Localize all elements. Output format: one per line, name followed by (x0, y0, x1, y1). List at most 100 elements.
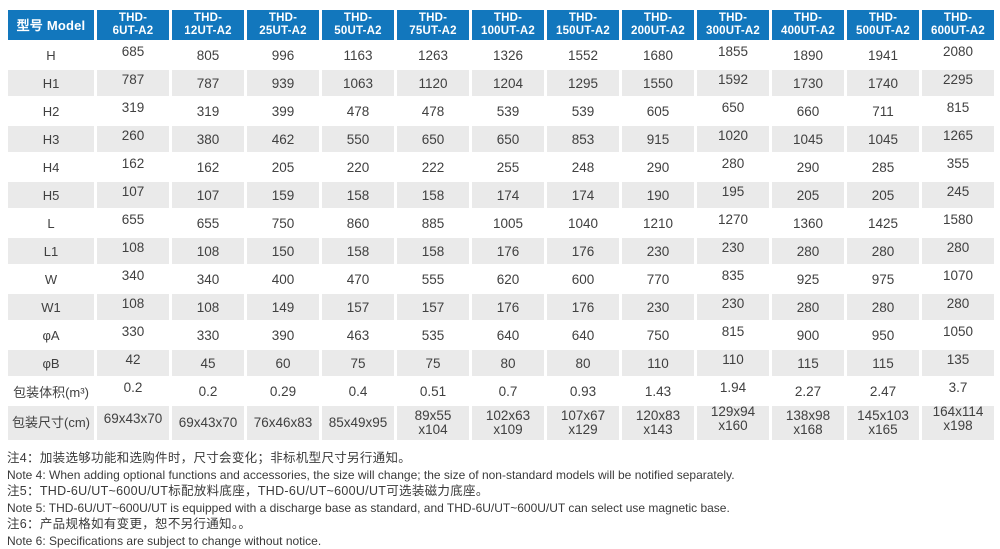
spec-cell: 158 (322, 182, 394, 208)
spec-cell-value: 164x114 x198 (932, 404, 984, 433)
spec-cell-value: 162 (121, 155, 145, 171)
spec-cell-value: 0.2 (123, 379, 143, 395)
spec-cell-value: 550 (346, 131, 370, 147)
spec-cell-value: 174 (571, 187, 595, 203)
spec-cell-value: 463 (346, 327, 370, 343)
spec-cell-value: 1552 (567, 47, 599, 63)
spec-cell: 157 (322, 294, 394, 320)
spec-cell-value: 89x55 x104 (414, 408, 452, 437)
spec-cell-value: 2.27 (794, 383, 822, 399)
spec-cell-value: 280 (721, 155, 745, 171)
spec-cell-value: 80 (575, 355, 591, 371)
spec-cell: 205 (247, 154, 319, 180)
spec-cell-value: 925 (796, 271, 820, 287)
spec-cell-value: 230 (646, 299, 670, 315)
spec-cell: 1.94 (697, 378, 769, 404)
spec-cell: 1263 (397, 42, 469, 68)
spec-cell: 0.2 (172, 378, 244, 404)
row-label: H4 (8, 154, 94, 180)
spec-cell-value: 355 (946, 155, 970, 171)
table-row: W 340 340 400 470 555 620 600 770 835 925 975 1070 (8, 266, 994, 292)
spec-cell-value: 787 (121, 71, 145, 87)
spec-cell-value: 1050 (942, 323, 974, 339)
spec-cell-value: 135 (946, 351, 970, 367)
spec-cell: 107x67 x129 (547, 406, 619, 440)
spec-cell: 158 (397, 238, 469, 264)
spec-cell: 640 (547, 322, 619, 348)
spec-cell-value: 190 (646, 187, 670, 203)
spec-cell: 3.7 (922, 378, 994, 404)
spec-cell-value: 1941 (867, 47, 899, 63)
spec-cell-value: 75 (425, 355, 441, 371)
spec-cell-value: 660 (796, 103, 820, 119)
spec-cell-value: 1855 (717, 43, 749, 59)
spec-cell: 1941 (847, 42, 919, 68)
spec-cell: 280 (697, 154, 769, 180)
note-6-zh: 注6：产品规格如有变更，恕不另行通知。。 (7, 517, 252, 531)
spec-cell-value: 939 (271, 75, 295, 91)
spec-cell: 340 (172, 266, 244, 292)
column-header-8: THD- 200UT-A2 (622, 10, 694, 40)
spec-cell: 110 (697, 350, 769, 376)
spec-cell-value: 655 (121, 211, 145, 227)
row-label: L (8, 210, 94, 236)
spec-cell: 230 (622, 294, 694, 320)
spec-cell-value: 1020 (717, 127, 749, 143)
spec-cell-value: 108 (196, 299, 220, 315)
spec-cell: 158 (322, 238, 394, 264)
spec-cell: 159 (247, 182, 319, 208)
spec-cell-value: 108 (121, 295, 145, 311)
row-label: L1 (8, 238, 94, 264)
spec-cell: 330 (172, 322, 244, 348)
row-label: φB (8, 350, 94, 376)
spec-cell: 1005 (472, 210, 544, 236)
spec-cell-value: 2295 (942, 71, 974, 87)
row-label: 包装体积(m³) (8, 378, 94, 404)
spec-cell-value: 535 (421, 327, 445, 343)
spec-cell-value: 45 (200, 355, 216, 371)
spec-cell-value: 158 (346, 243, 370, 259)
spec-cell: 162 (172, 154, 244, 180)
spec-cell-value: 1204 (492, 75, 524, 91)
spec-cell-value: 0.93 (569, 383, 597, 399)
spec-cell-value: 711 (872, 103, 894, 119)
spec-cell-value: 390 (271, 327, 295, 343)
spec-cell-value: 290 (796, 159, 820, 175)
spec-cell-value: 330 (121, 323, 145, 339)
spec-cell-value: 1680 (642, 47, 674, 63)
spec-cell-value: 260 (121, 127, 145, 143)
spec-cell-value: 1295 (567, 75, 599, 91)
spec-cell: 925 (772, 266, 844, 292)
spec-cell-value: 3.7 (948, 379, 968, 395)
row-label: W1 (8, 294, 94, 320)
spec-cell-value: 2080 (942, 43, 974, 59)
column-header-3: THD- 25UT-A2 (247, 10, 319, 40)
spec-cell-value: 900 (796, 327, 820, 343)
spec-cell-value: 996 (271, 47, 295, 63)
spec-cell-value: 319 (196, 103, 220, 119)
spec-cell: 102x63 x109 (472, 406, 544, 440)
spec-cell-value: 158 (421, 187, 445, 203)
spec-cell-value: 640 (496, 327, 520, 343)
spec-cell-value: 380 (196, 131, 220, 147)
spec-cell: 750 (622, 322, 694, 348)
spec-cell-value: 1592 (717, 71, 749, 87)
spec-cell: 555 (397, 266, 469, 292)
spec-cell: 650 (697, 98, 769, 124)
spec-cell: 69x43x70 (172, 406, 244, 440)
spec-cell: 162 (97, 154, 169, 180)
spec-cell-value: 750 (646, 327, 670, 343)
spec-cell-value: 280 (871, 299, 895, 315)
spec-cell: 1855 (697, 42, 769, 68)
spec-cell: 150 (247, 238, 319, 264)
spec-cell: 463 (322, 322, 394, 348)
header-row: 型号 Model THD- 6UT-A2 THD- 12UT-A2 THD- 25UT… (8, 10, 994, 40)
spec-cell: 1552 (547, 42, 619, 68)
spec-cell-value: 285 (871, 159, 895, 175)
spec-cell-value: 280 (871, 243, 895, 259)
spec-cell: 355 (922, 154, 994, 180)
spec-cell-value: 1210 (642, 215, 674, 231)
spec-cell-value: 685 (121, 43, 145, 59)
spec-cell: 164x114 x198 (922, 404, 994, 440)
table-row: L1 108 108 150 158 158 176 176 230 230 280 280 280 (8, 238, 994, 264)
